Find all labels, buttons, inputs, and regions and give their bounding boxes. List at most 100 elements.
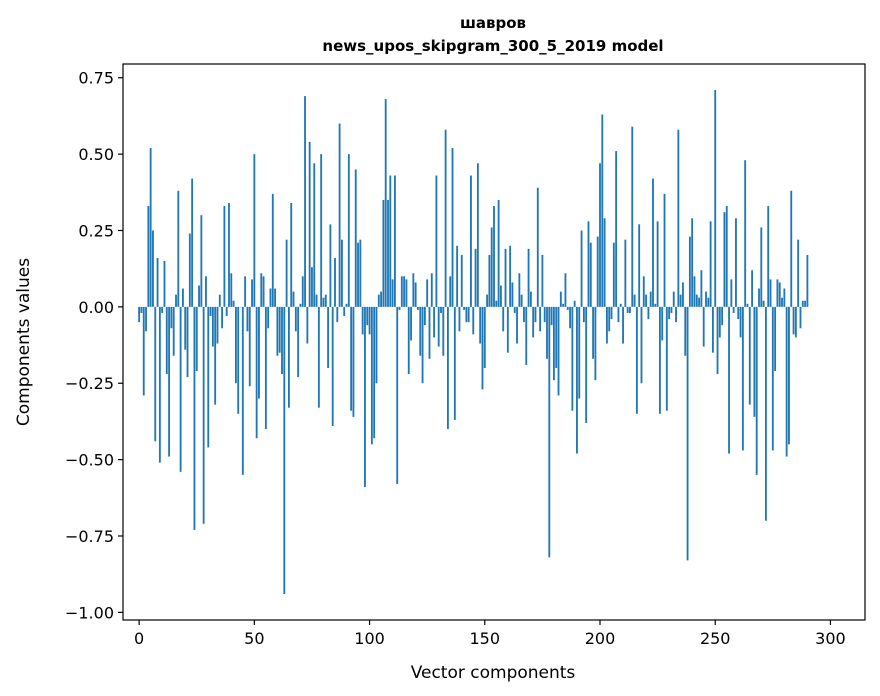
bar: [186, 306, 189, 378]
bar: [209, 306, 212, 317]
bar: [211, 306, 214, 347]
bar: [281, 306, 283, 375]
bar: [283, 306, 286, 595]
bar: [470, 175, 472, 307]
bar: [629, 306, 631, 313]
bar: [428, 306, 431, 359]
bar: [205, 276, 207, 307]
x-tick-label: 50: [244, 629, 264, 648]
bar: [670, 306, 673, 313]
bar: [732, 306, 735, 313]
bar: [781, 297, 783, 307]
bar: [541, 254, 544, 307]
bar: [158, 306, 161, 463]
bar: [170, 306, 173, 329]
bar: [430, 273, 433, 307]
bar: [532, 306, 535, 338]
bar: [400, 276, 403, 307]
bar: [354, 169, 357, 307]
bar: [788, 306, 790, 445]
bar: [739, 306, 742, 338]
bar: [264, 306, 267, 430]
y-axis-ticks: 0.75 0.50 0.25 0.00 −0.25 −0.50 −0.75 −1.00: [65, 69, 123, 622]
bar: [460, 254, 463, 307]
bar: [797, 239, 800, 307]
bar: [723, 212, 726, 307]
bar: [684, 306, 687, 356]
bar: [612, 242, 615, 307]
bar: [502, 306, 505, 332]
bar: [576, 306, 578, 454]
bar: [762, 300, 765, 307]
bar: [490, 227, 493, 307]
bar: [244, 276, 247, 307]
bar: [216, 306, 219, 344]
bar: [559, 291, 562, 307]
bar: [527, 248, 530, 307]
bar: [615, 151, 618, 307]
bar: [446, 306, 449, 430]
bar: [373, 306, 376, 439]
bar: [794, 306, 797, 338]
bar: [693, 276, 696, 307]
bar: [737, 306, 740, 320]
bar: [292, 291, 295, 307]
x-tick-label: 250: [700, 629, 731, 648]
x-axis-ticks: 0 50 100 150 200 250 300: [134, 620, 846, 648]
bar: [278, 306, 281, 353]
bar: [497, 199, 500, 307]
bar: [769, 279, 772, 307]
bar: [154, 306, 157, 442]
bar: [262, 276, 265, 307]
y-axis-label: Components values: [14, 258, 34, 426]
bar: [368, 306, 371, 335]
bar: [221, 306, 224, 329]
bar: [437, 306, 440, 347]
bar: [633, 294, 636, 307]
bar: [552, 306, 555, 381]
bar: [290, 203, 293, 307]
bar: [442, 306, 445, 356]
bar: [336, 306, 339, 323]
chart-title-line2: news_upos_skipgram_300_5_2019 model: [322, 37, 663, 55]
bar: [440, 306, 442, 313]
bar: [679, 294, 682, 307]
bar: [232, 300, 235, 307]
bar: [191, 178, 194, 307]
bar: [331, 306, 334, 427]
bar: [711, 306, 714, 353]
bar: [433, 306, 436, 338]
bar: [444, 129, 447, 307]
bar: [571, 306, 574, 411]
bar: [366, 306, 369, 326]
bar: [562, 303, 565, 307]
bar: [806, 254, 809, 307]
bar: [675, 306, 677, 323]
bar: [543, 306, 546, 323]
bar: [801, 300, 804, 307]
bar: [767, 206, 770, 307]
bar: [161, 306, 164, 313]
bar: [271, 193, 274, 307]
bar: [594, 306, 597, 381]
bar: [705, 291, 707, 307]
bar: [799, 306, 802, 329]
bar: [340, 239, 343, 307]
bar: [654, 303, 657, 307]
bar: [313, 163, 316, 307]
bar: [631, 126, 634, 307]
bar: [414, 282, 417, 307]
bar: [410, 306, 412, 341]
bar: [640, 306, 643, 384]
bar: [755, 306, 758, 475]
bar: [320, 154, 323, 307]
bar: [393, 175, 396, 307]
bar: [248, 306, 251, 387]
bar: [518, 273, 521, 307]
bar: [608, 306, 611, 332]
bar: [601, 114, 604, 307]
bar: [647, 306, 650, 320]
bar: [317, 306, 320, 408]
bar: [481, 306, 484, 390]
y-tick-label: 0.00: [78, 298, 114, 317]
